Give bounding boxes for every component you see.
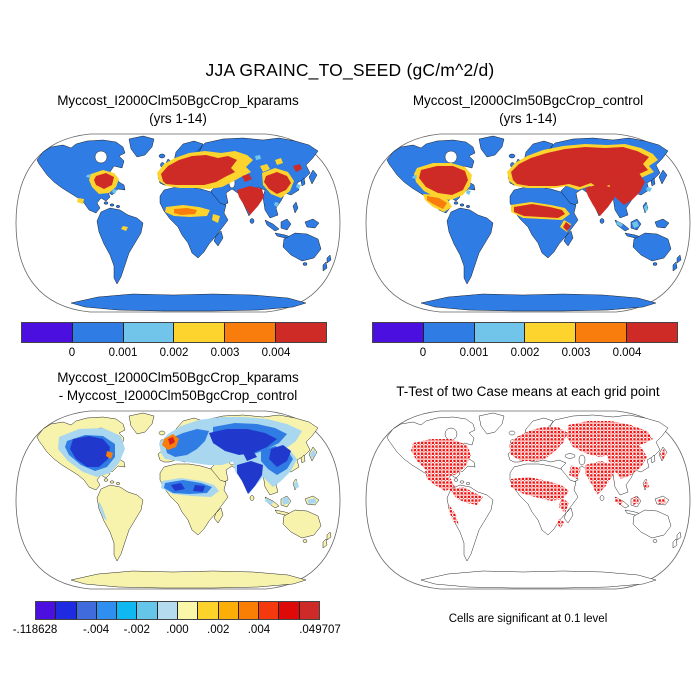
colorbar-tick-label: .049707: [299, 624, 341, 636]
map-control: [365, 133, 691, 313]
hotspots-red: [419, 147, 649, 231]
colorbar-segment: [473, 323, 525, 342]
colorbar-segment: [275, 323, 326, 342]
map-ttest: [365, 410, 691, 590]
colorbar-segment: [224, 323, 276, 342]
colorbar-tick-label: 0.001: [108, 347, 138, 359]
ttest-caption: Cells are significant at 0.1 level: [448, 613, 608, 625]
colorbar-tick-label: .004: [247, 624, 271, 636]
colorbar-diff: [35, 601, 320, 620]
colorbar-tick-label: -.004: [82, 624, 110, 636]
colorbar-tick-label: 0.003: [210, 347, 240, 359]
colorbar-ticks-top-left: 0 0.001 0.002 0.003 0.004: [21, 347, 327, 362]
panel-title-line1: Myccost_I2000Clm50BgcCrop_kparams: [57, 93, 299, 108]
colorbar-segment: [373, 323, 423, 342]
panel-title-bottom-right: T-Test of two Case means at each grid po…: [363, 383, 693, 401]
map-difference: [15, 410, 341, 590]
colorbar-tick-label: 0.004: [612, 347, 642, 359]
map-kparams: [15, 133, 341, 313]
panel-title-line2: (yrs 1-14): [149, 111, 207, 126]
panel-title-top-left: Myccost_I2000Clm50BgcCrop_kparams (yrs 1…: [13, 92, 343, 128]
colorbar-tick-label: .002: [207, 624, 230, 636]
colorbar-segment: [36, 602, 56, 619]
colorbar-ticks-diff: -.118628 -.004 -.002 .000 .002 .004 .049707: [13, 624, 341, 639]
colorbar-segment: [173, 323, 225, 342]
colorbar-segment: [71, 323, 123, 342]
page-title: JJA GRAINC_TO_SEED (gC/m^2/d): [205, 60, 495, 80]
colorbar-tick-label: 0.003: [561, 347, 591, 359]
colorbar-segment: [95, 602, 117, 619]
panel-title-bottom-left: Myccost_I2000Clm50BgcCrop_kparams - Mycc…: [13, 369, 343, 405]
hotspots-lightblue: [86, 155, 301, 207]
colorbar-segment: [75, 602, 96, 619]
colorbar-tick-label: -.002: [123, 624, 150, 636]
colorbar-segment: [626, 323, 677, 342]
colorbar-segment: [422, 323, 474, 342]
colorbar-tick-label: 0.002: [159, 347, 189, 359]
colorbar-segment: [156, 602, 177, 619]
colorbar-tick-label: -.118628: [12, 624, 58, 636]
colorbar-tick-label: 0: [419, 347, 427, 359]
hotspots-red: [94, 155, 302, 215]
colorbar-segment: [258, 602, 279, 619]
colorbar-ticks-top-right: 0 0.001 0.002 0.003 0.004: [372, 347, 678, 362]
colorbar-segment: [55, 602, 76, 619]
colorbar-segment: [22, 323, 72, 342]
panel-title-line1: Myccost_I2000Clm50BgcCrop_control: [412, 93, 644, 108]
colorbar-segment: [176, 602, 198, 619]
colorbar-segment: [116, 602, 137, 619]
colorbar-top-left: [21, 322, 327, 343]
colorbar-segment: [217, 602, 238, 619]
colorbar-segment: [122, 323, 174, 342]
panel-title-line1: T-Test of two Case means at each grid po…: [396, 384, 660, 399]
colorbar-tick-label: 0: [68, 347, 76, 359]
hotspots-orange: [174, 208, 197, 215]
colorbar-segment: [575, 323, 627, 342]
colorbar-segment: [197, 602, 218, 619]
colorbar-top-right: [372, 322, 678, 343]
colorbar-tick-label: 0.002: [510, 347, 540, 359]
hotspots-orange: [427, 196, 447, 209]
colorbar-segment: [278, 602, 299, 619]
diff-red: [168, 437, 175, 445]
panel-title-line2: (yrs 1-14): [499, 111, 557, 126]
colorbar-segment: [524, 323, 576, 342]
colorbar-segment: [298, 602, 319, 619]
colorbar-segment: [136, 602, 157, 619]
panel-title-top-right: Myccost_I2000Clm50BgcCrop_control (yrs 1…: [363, 92, 693, 128]
colorbar-tick-label: .000: [166, 624, 189, 636]
diff-darkblue: [70, 429, 291, 494]
colorbar-tick-label: 0.004: [261, 347, 291, 359]
ttest-significant-cells: [411, 421, 666, 528]
panel-title-line1: Myccost_I2000Clm50BgcCrop_kparams: [57, 370, 299, 385]
colorbar-segment: [237, 602, 259, 619]
panel-title-line2: - Myccost_I2000Clm50BgcCrop_control: [58, 388, 298, 403]
colorbar-tick-label: 0.001: [459, 347, 489, 359]
